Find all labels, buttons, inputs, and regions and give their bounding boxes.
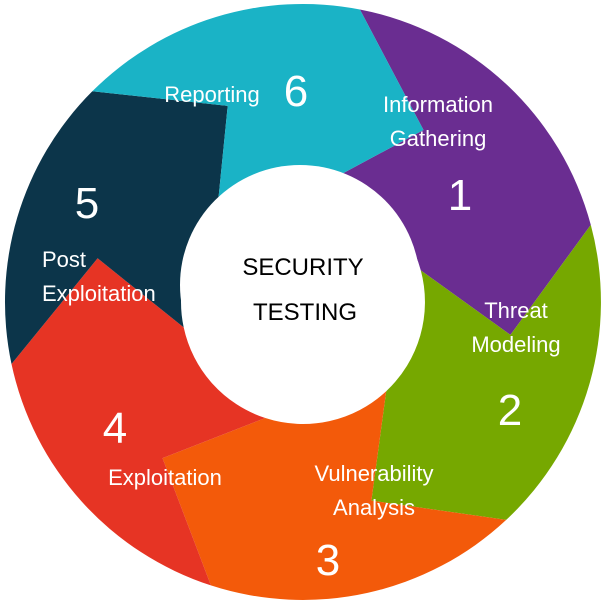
segment-step-3: [162, 391, 507, 600]
step-5-number: 5: [75, 179, 99, 228]
segment-step-4: [11, 258, 266, 586]
cycle-labels: Information Gathering 1 Threat Modeling 2 Vuln…: [42, 67, 561, 585]
step-1-label-line: Gathering: [390, 126, 487, 151]
step-4-label-line: Exploitation: [108, 465, 222, 490]
step-1-label-line: Information: [383, 92, 493, 117]
step-5-label: Post Exploitation: [42, 247, 156, 306]
step-3-number: 3: [316, 536, 340, 585]
step-3-label: Vulnerability Analysis: [314, 461, 433, 520]
step-2-label-line: Threat: [484, 298, 548, 323]
cycle-segments: [4, 4, 601, 600]
step-6-number: 6: [284, 67, 308, 116]
center-title-line1: SECURITY: [242, 254, 363, 281]
step-6-label: Reporting: [164, 82, 259, 107]
center-circle: [180, 165, 420, 405]
step-5-label-line: Exploitation: [42, 281, 156, 306]
step-2-number: 2: [498, 386, 522, 435]
step-1-label: Information Gathering: [383, 92, 493, 151]
step-2-label-line: Modeling: [471, 332, 560, 357]
step-3-label-line: Analysis: [333, 495, 415, 520]
segment-step-6: [92, 4, 424, 216]
segment-step-5: [4, 91, 228, 365]
segment-step-1: [326, 9, 591, 335]
step-1-number: 1: [448, 171, 472, 220]
step-5-label-line: Post: [42, 247, 86, 272]
step-4-label: Exploitation: [108, 465, 222, 490]
step-4-number: 4: [103, 404, 127, 453]
step-2-label: Threat Modeling: [471, 298, 560, 357]
segment-step-2: [371, 224, 601, 520]
center-title-line2: TESTING: [253, 299, 357, 326]
step-6-label-line: Reporting: [164, 82, 259, 107]
step-3-label-line: Vulnerability: [314, 461, 433, 486]
